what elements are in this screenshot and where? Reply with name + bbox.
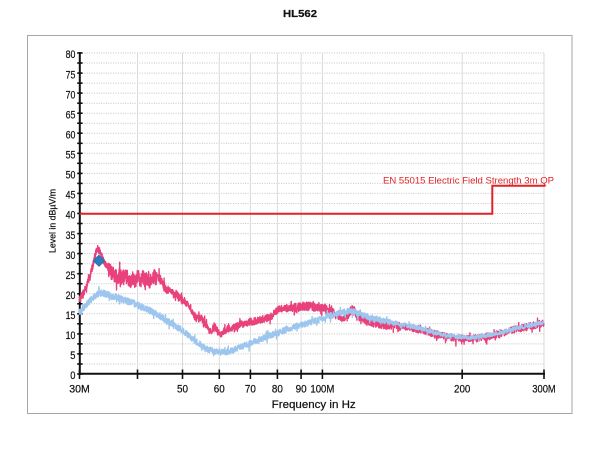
svg-text:50: 50	[177, 384, 188, 396]
svg-text:80: 80	[272, 384, 283, 396]
svg-text:45: 45	[66, 190, 76, 202]
svg-text:70: 70	[66, 89, 76, 101]
svg-text:0: 0	[70, 370, 75, 382]
svg-text:35: 35	[66, 230, 76, 242]
svg-text:300M: 300M	[532, 384, 556, 396]
svg-text:10: 10	[66, 330, 76, 342]
svg-text:30M: 30M	[69, 384, 90, 396]
svg-text:100M: 100M	[310, 384, 334, 396]
svg-text:50: 50	[66, 170, 76, 182]
svg-text:HL562: HL562	[283, 8, 317, 20]
svg-text:70: 70	[245, 384, 256, 396]
svg-text:80: 80	[66, 49, 76, 61]
svg-text:65: 65	[66, 109, 76, 121]
svg-text:30: 30	[66, 250, 76, 262]
svg-text:5: 5	[70, 350, 75, 362]
svg-text:Frequency in Hz: Frequency in Hz	[272, 399, 356, 411]
svg-text:75: 75	[66, 69, 76, 81]
svg-text:20: 20	[66, 290, 76, 302]
svg-text:Level in dBµV/m: Level in dBµV/m	[47, 189, 57, 253]
svg-text:EN 55015 Electric Field Streng: EN 55015 Electric Field Strength 3m QP	[383, 176, 554, 186]
svg-text:60: 60	[66, 129, 76, 141]
svg-text:90: 90	[296, 384, 307, 396]
svg-text:55: 55	[66, 150, 76, 162]
svg-text:25: 25	[66, 270, 76, 282]
svg-text:60: 60	[214, 384, 225, 396]
svg-text:15: 15	[66, 310, 76, 322]
svg-text:200: 200	[454, 384, 470, 396]
svg-text:40: 40	[66, 210, 76, 222]
